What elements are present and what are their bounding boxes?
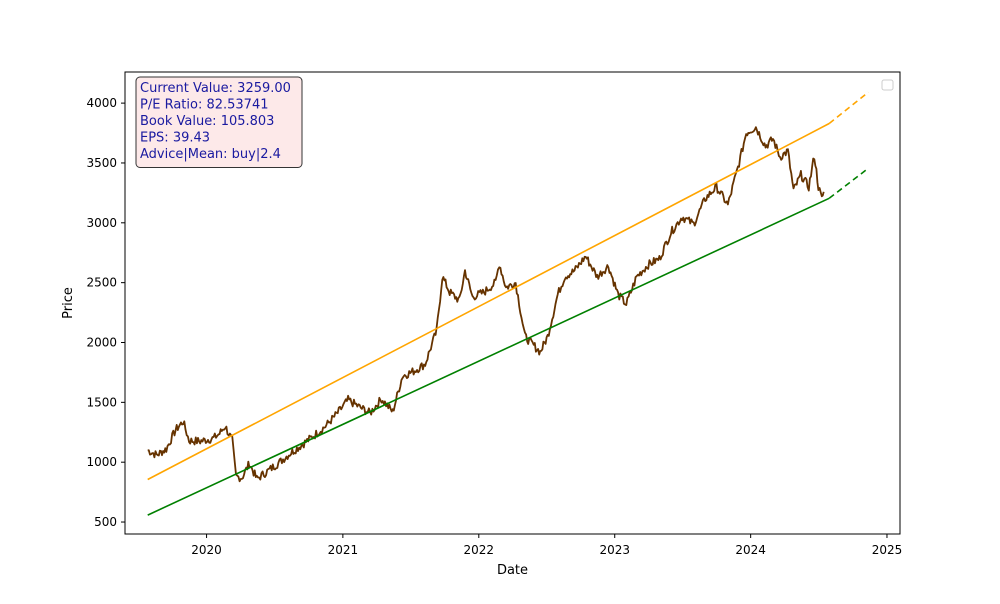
- lower-trend-line-projection: [828, 167, 869, 199]
- price-line: [147, 126, 825, 483]
- x-tick-label: 2024: [735, 543, 766, 557]
- x-axis-label: Date: [497, 563, 528, 578]
- y-axis-ticks: 500 1000 1500 2000 2500 3000 3500 4000: [86, 96, 125, 529]
- y-tick-label: 4000: [86, 96, 117, 110]
- legend-box: [881, 79, 894, 91]
- info-box: Current Value: 3259.00 P/E Ratio: 82.5374…: [135, 76, 303, 168]
- lower-trend-line: [147, 197, 830, 516]
- x-tick-label: 2022: [464, 543, 495, 557]
- info-box-background: [135, 76, 303, 168]
- info-box-line: Current Value: 3259.00: [140, 81, 291, 96]
- y-tick-label: 3500: [86, 156, 117, 170]
- info-box-line: P/E Ratio: 82.53741: [140, 98, 268, 113]
- y-tick-label: 500: [94, 515, 117, 529]
- info-box-line: Book Value: 105.803: [140, 114, 274, 129]
- upper-trend-line: [147, 122, 830, 481]
- upper-trend-line-projection: [828, 91, 869, 125]
- info-box-line: Advice|Mean: buy|2.4: [140, 147, 281, 162]
- x-tick-label: 2025: [872, 543, 903, 557]
- y-tick-label: 1000: [86, 455, 117, 469]
- info-box-line: EPS: 39.43: [140, 131, 210, 146]
- y-tick-label: 2500: [86, 276, 117, 290]
- y-tick-label: 2000: [86, 335, 117, 349]
- x-tick-label: 2020: [191, 543, 222, 557]
- y-axis-label: Price: [61, 287, 76, 319]
- axes-frame: [124, 71, 901, 535]
- y-tick-label: 1500: [86, 395, 117, 409]
- y-tick-label: 3000: [86, 216, 117, 230]
- x-axis-ticks: 2020 2021 2022 2023 2024 2025: [191, 534, 902, 557]
- x-tick-label: 2021: [328, 543, 359, 557]
- x-tick-label: 2023: [599, 543, 630, 557]
- plot-area: [147, 91, 869, 516]
